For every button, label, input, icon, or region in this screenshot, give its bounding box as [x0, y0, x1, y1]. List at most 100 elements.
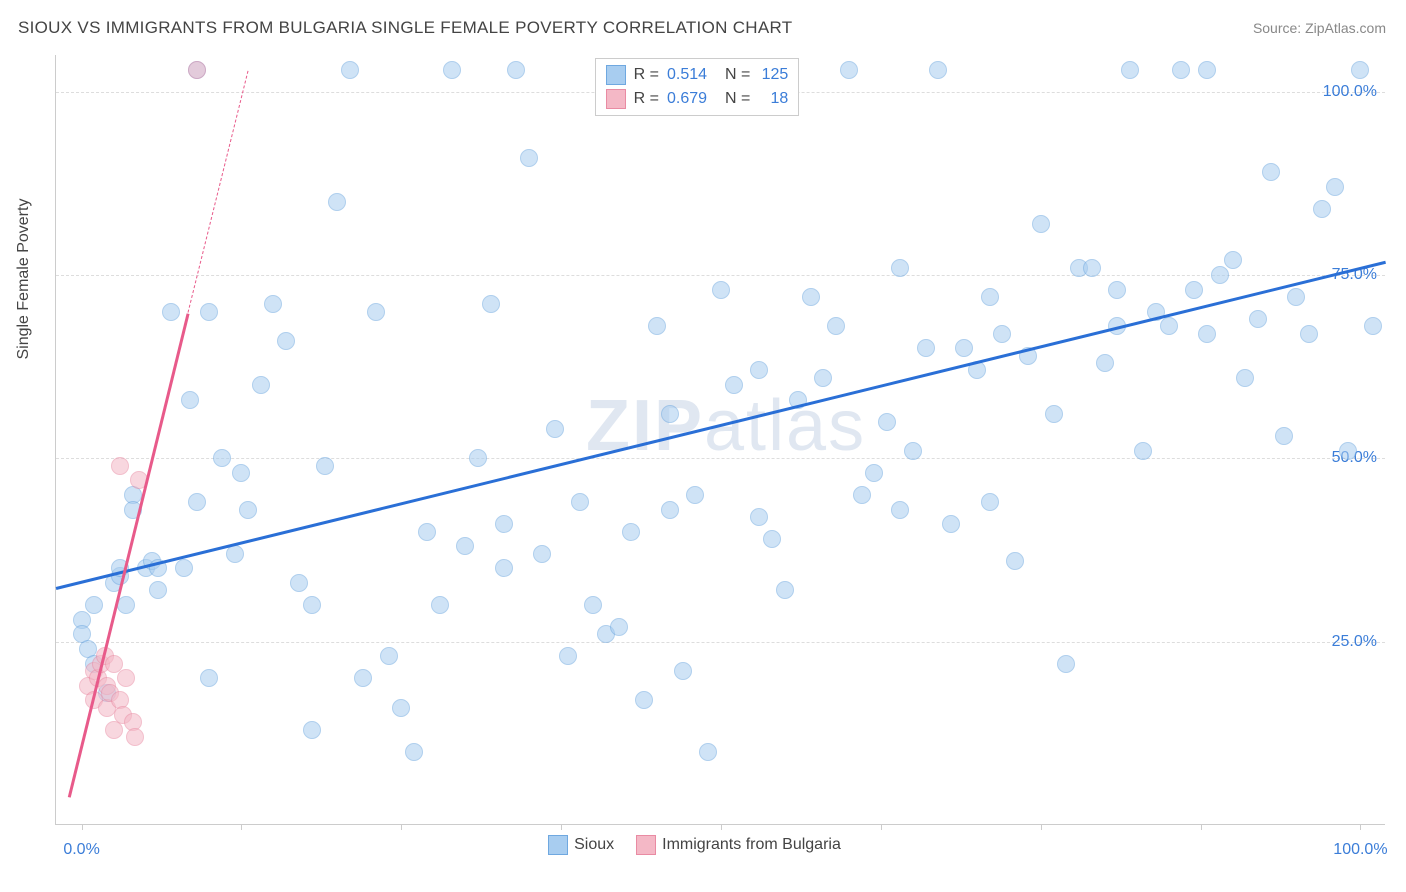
- data-point: [117, 596, 135, 614]
- data-point: [290, 574, 308, 592]
- data-point: [802, 288, 820, 306]
- data-point: [814, 369, 832, 387]
- data-point: [955, 339, 973, 357]
- data-point: [405, 743, 423, 761]
- data-point: [674, 662, 692, 680]
- data-point: [188, 61, 206, 79]
- data-point: [495, 515, 513, 533]
- data-point: [469, 449, 487, 467]
- data-point: [303, 596, 321, 614]
- x-tick: [1201, 824, 1202, 830]
- data-point: [105, 655, 123, 673]
- plot-area: ZIPatlas 25.0%50.0%75.0%100.0%0.0%100.0%…: [55, 55, 1385, 825]
- data-point: [993, 325, 1011, 343]
- chart-title: SIOUX VS IMMIGRANTS FROM BULGARIA SINGLE…: [18, 18, 792, 38]
- legend-n-label: N =: [725, 63, 750, 87]
- data-point: [252, 376, 270, 394]
- data-point: [507, 61, 525, 79]
- data-point: [878, 413, 896, 431]
- data-point: [188, 493, 206, 511]
- data-point: [456, 537, 474, 555]
- legend-item: Immigrants from Bulgaria: [636, 835, 841, 855]
- data-point: [1211, 266, 1229, 284]
- data-point: [85, 596, 103, 614]
- data-point: [232, 464, 250, 482]
- data-point: [1083, 259, 1101, 277]
- legend-n-value: 125: [758, 63, 788, 87]
- data-point: [610, 618, 628, 636]
- legend-r-label: R =: [634, 87, 659, 111]
- legend-item: Sioux: [548, 835, 614, 855]
- data-point: [495, 559, 513, 577]
- data-point: [1313, 200, 1331, 218]
- data-point: [443, 61, 461, 79]
- data-point: [1224, 251, 1242, 269]
- data-point: [827, 317, 845, 335]
- data-point: [392, 699, 410, 717]
- data-point: [1172, 61, 1190, 79]
- data-point: [303, 721, 321, 739]
- data-point: [699, 743, 717, 761]
- data-point: [418, 523, 436, 541]
- data-point: [981, 288, 999, 306]
- legend-r-value: 0.514: [667, 63, 717, 87]
- x-tick: [82, 824, 83, 830]
- data-point: [1262, 163, 1280, 181]
- x-tick-label: 0.0%: [63, 841, 99, 859]
- data-point: [1006, 552, 1024, 570]
- x-tick: [241, 824, 242, 830]
- data-point: [840, 61, 858, 79]
- legend-r-label: R =: [634, 63, 659, 87]
- legend-series: Sioux Immigrants from Bulgaria: [548, 835, 841, 855]
- data-point: [1364, 317, 1382, 335]
- legend-n-label: N =: [725, 87, 750, 111]
- data-point: [367, 303, 385, 321]
- data-point: [213, 449, 231, 467]
- data-point: [712, 281, 730, 299]
- gridline: [56, 642, 1385, 643]
- data-point: [1032, 215, 1050, 233]
- data-point: [264, 295, 282, 313]
- data-point: [661, 501, 679, 519]
- data-point: [1057, 655, 1075, 673]
- data-point: [571, 493, 589, 511]
- data-point: [1300, 325, 1318, 343]
- chart-container: SIOUX VS IMMIGRANTS FROM BULGARIA SINGLE…: [0, 0, 1406, 892]
- data-point: [520, 149, 538, 167]
- data-point: [763, 530, 781, 548]
- data-point: [1236, 369, 1254, 387]
- data-point: [431, 596, 449, 614]
- data-point: [648, 317, 666, 335]
- x-tick-label: 100.0%: [1333, 841, 1387, 859]
- data-point: [929, 61, 947, 79]
- data-point: [635, 691, 653, 709]
- data-point: [725, 376, 743, 394]
- data-point: [1326, 178, 1344, 196]
- data-point: [1339, 442, 1357, 460]
- data-point: [891, 259, 909, 277]
- watermark-rest: atlas: [704, 386, 866, 466]
- data-point: [584, 596, 602, 614]
- legend-item-label: Immigrants from Bulgaria: [662, 836, 841, 854]
- data-point: [316, 457, 334, 475]
- data-point: [482, 295, 500, 313]
- data-point: [622, 523, 640, 541]
- y-axis-title: Single Female Poverty: [15, 199, 33, 360]
- data-point: [149, 581, 167, 599]
- data-point: [1351, 61, 1369, 79]
- data-point: [175, 559, 193, 577]
- data-point: [380, 647, 398, 665]
- data-point: [181, 391, 199, 409]
- x-tick: [561, 824, 562, 830]
- data-point: [750, 508, 768, 526]
- data-point: [891, 501, 909, 519]
- x-tick: [401, 824, 402, 830]
- data-point: [354, 669, 372, 687]
- data-point: [1198, 61, 1216, 79]
- data-point: [1249, 310, 1267, 328]
- data-point: [1108, 281, 1126, 299]
- x-tick: [1041, 824, 1042, 830]
- x-tick: [881, 824, 882, 830]
- data-point: [277, 332, 295, 350]
- legend-correlation: R =0.514N =125R =0.679N =18: [595, 58, 800, 116]
